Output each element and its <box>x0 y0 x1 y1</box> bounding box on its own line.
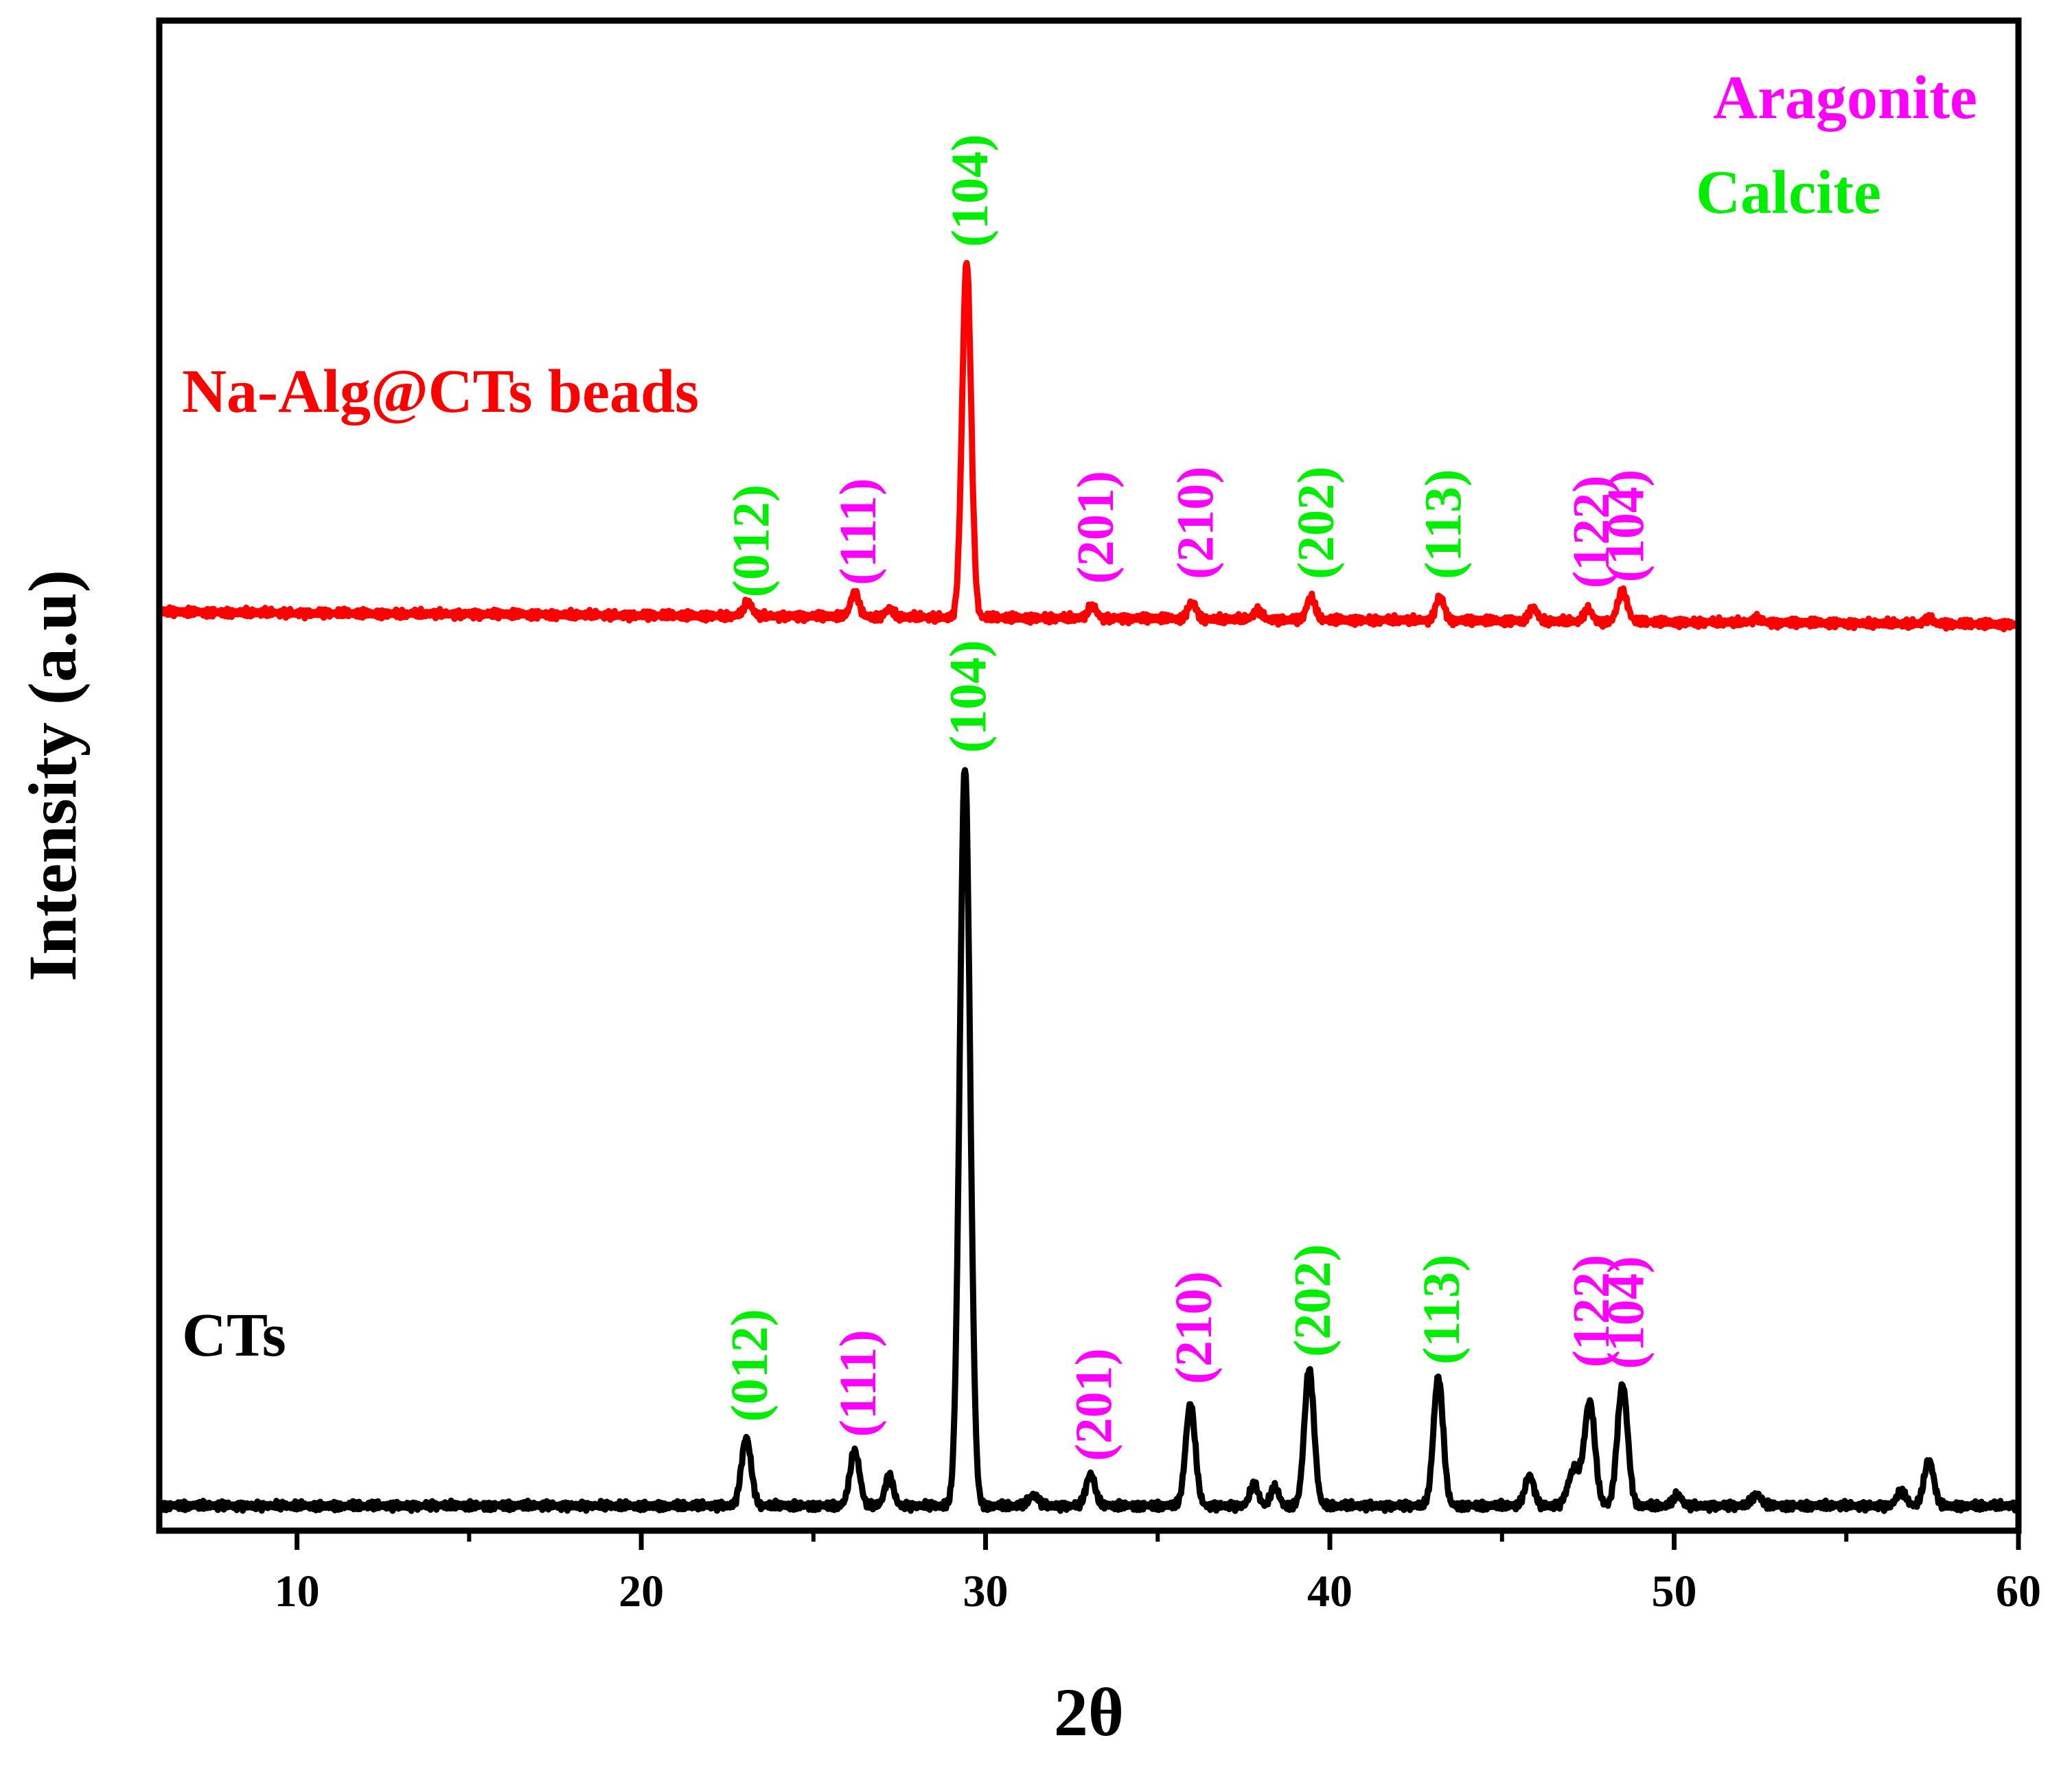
x-tick-label: 40 <box>1307 1566 1352 1616</box>
peak-label: (210) <box>1165 1271 1223 1384</box>
peak-label: (104) <box>940 640 998 753</box>
peak-label: (012) <box>723 485 781 598</box>
peak-label: (113) <box>1415 469 1473 579</box>
peak-label: (113) <box>1413 1255 1471 1365</box>
series-line-cts <box>156 767 2021 1514</box>
peak-label: (012) <box>721 1309 779 1422</box>
peak-label: (111) <box>829 478 887 585</box>
x-tick-label: 10 <box>275 1566 320 1616</box>
x-axis-title: 2θ <box>1054 1674 1124 1750</box>
peak-label: (122) <box>1563 476 1620 589</box>
legend-calcite: Calcite <box>1696 159 1881 227</box>
x-tick-label: 50 <box>1652 1566 1697 1616</box>
peak-label: (104) <box>941 134 999 247</box>
peak-label: (104) <box>1597 1256 1655 1369</box>
peak-label: (104) <box>1597 469 1655 583</box>
peak-label: (111) <box>829 1330 887 1437</box>
y-axis-title: Intensity (a.u) <box>14 570 91 982</box>
plot-frame <box>156 17 2022 1534</box>
peak-label: (201) <box>1067 471 1125 584</box>
series-label-cts: CTs <box>182 1301 286 1369</box>
x-tick-label: 60 <box>1996 1566 2041 1616</box>
peak-label: (202) <box>1284 1244 1342 1357</box>
series-line-beads <box>157 259 2022 633</box>
peak-label: (201) <box>1066 1348 1123 1461</box>
legend-aragonite: Aragonite <box>1713 64 1977 132</box>
series-label-beads: Na-Alg@CTs beads <box>182 358 699 426</box>
x-tick-label: 30 <box>963 1566 1009 1616</box>
peak-label: (210) <box>1166 466 1224 579</box>
peak-label: (122) <box>1563 1255 1620 1368</box>
peak-label: (202) <box>1287 466 1345 579</box>
x-tick-label: 20 <box>619 1566 664 1616</box>
